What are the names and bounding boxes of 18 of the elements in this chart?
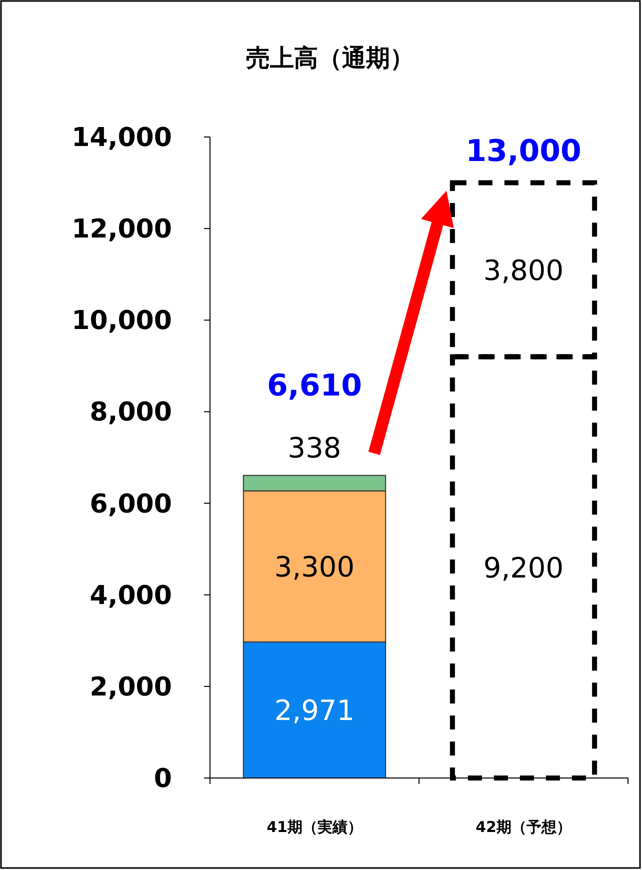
- y-tick-label: 10,000: [72, 306, 172, 336]
- data-label: 338: [288, 431, 342, 464]
- y-tick-label: 6,000: [90, 489, 172, 520]
- data-label: 3,300: [274, 550, 355, 584]
- x-tick-label: 42期（予想）: [476, 818, 572, 836]
- total-label: 6,610: [267, 368, 362, 404]
- y-tick-label: 0: [154, 764, 172, 794]
- y-tick-label: 14,000: [72, 123, 172, 153]
- y-tick-label: 8,000: [90, 398, 172, 428]
- total-label: 13,000: [466, 134, 582, 169]
- data-label: 9,200: [483, 551, 564, 584]
- y-tick-label: 4,000: [90, 580, 172, 611]
- x-tick-label: 41期（実績）: [266, 818, 362, 836]
- y-tick-label: 12,000: [72, 214, 172, 245]
- data-label: 2,971: [274, 694, 355, 727]
- chart-title: 売上高（通期）: [246, 44, 414, 72]
- data-label: 3,800: [483, 254, 564, 287]
- y-tick-label: 2,000: [90, 672, 172, 702]
